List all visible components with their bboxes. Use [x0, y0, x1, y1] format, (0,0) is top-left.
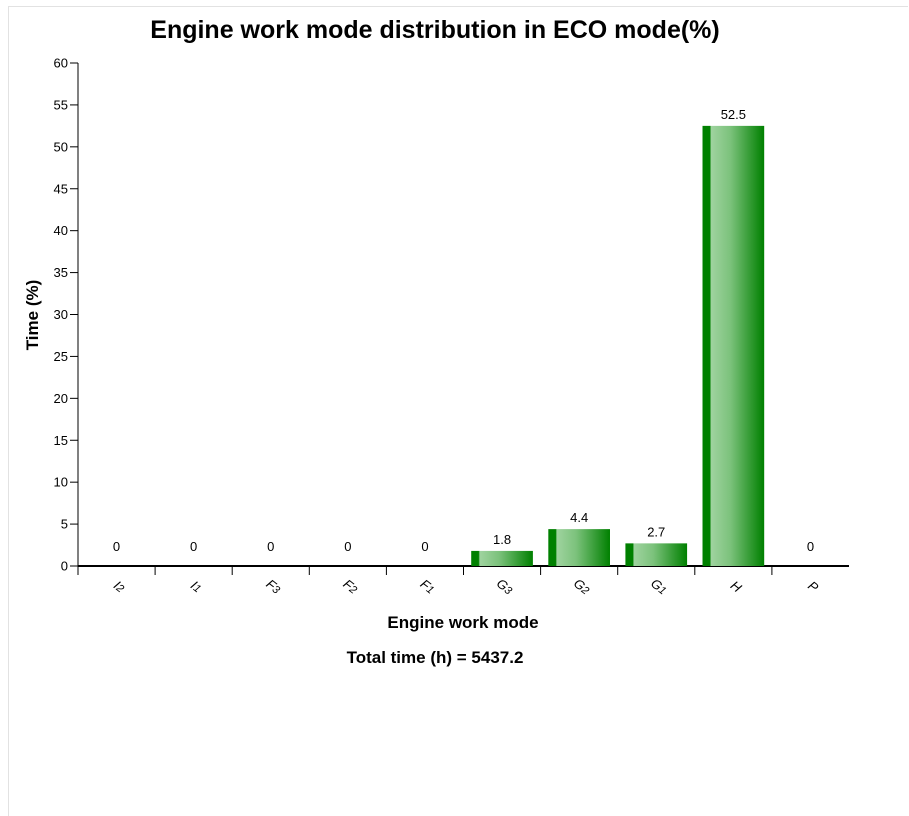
data-label: 2.7	[647, 524, 665, 539]
y-tick-label: 5	[61, 517, 68, 532]
data-label: 0	[267, 539, 274, 554]
x-tick-label: G1	[648, 576, 670, 598]
y-tick-label: 50	[54, 139, 68, 154]
chart-footnote: Total time (h) = 5437.2	[347, 648, 524, 667]
x-tick-label: H	[728, 578, 745, 596]
y-tick-label: 30	[54, 307, 68, 322]
x-tick-label: P	[805, 578, 821, 595]
data-label: 0	[807, 539, 814, 554]
x-tick-label: G2	[571, 576, 593, 598]
data-label: 1.8	[493, 532, 511, 547]
y-tick-label: 45	[54, 181, 68, 196]
data-label: 0	[344, 539, 351, 554]
y-tick-label: 40	[54, 223, 68, 238]
x-tick-label: F1	[418, 576, 438, 596]
y-tick-label: 55	[54, 97, 68, 112]
y-tick-label: 25	[54, 349, 68, 364]
y-axis-title: Time (%)	[23, 280, 42, 351]
data-label: 0	[113, 539, 120, 554]
x-tick-label: F3	[263, 576, 284, 597]
chart-title: Engine work mode distribution in ECO mod…	[150, 16, 719, 44]
y-tick-label: 0	[61, 559, 68, 574]
x-axis	[77, 565, 849, 575]
y-tick-label: 60	[54, 56, 68, 71]
x-tick-label: G3	[494, 576, 517, 598]
y-axis: 0 5 10 15 20 25 30 35 40 45 50 55 60	[54, 56, 79, 574]
bar	[625, 543, 688, 566]
bar	[471, 550, 533, 566]
bars	[471, 125, 765, 566]
category-labels: I2 I1 F3 F2 F1 G3 G2 G1 H P	[111, 576, 822, 598]
y-tick-label: 35	[54, 265, 68, 280]
data-label: 0	[421, 539, 428, 554]
data-label: 52.5	[721, 107, 746, 122]
x-tick-label: I1	[188, 578, 205, 596]
data-label: 0	[190, 539, 197, 554]
data-label: 4.4	[570, 510, 588, 525]
y-tick-label: 10	[54, 475, 68, 490]
y-tick-label: 20	[54, 391, 68, 406]
data-labels: 0 0 0 0 0 1.8 4.4 2.7 52.5 0	[113, 107, 814, 554]
bar	[702, 125, 765, 566]
x-axis-title: Engine work mode	[387, 613, 538, 632]
chart-frame	[8, 6, 908, 816]
x-tick-label: F2	[340, 576, 360, 596]
x-tick-label: I2	[111, 578, 128, 596]
bar	[548, 529, 610, 566]
y-tick-label: 15	[54, 433, 68, 448]
